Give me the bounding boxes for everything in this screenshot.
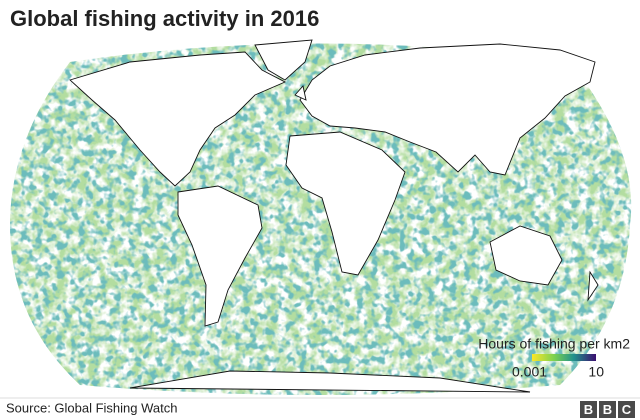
logo-letter: B [603, 402, 612, 417]
logo-box [618, 401, 635, 418]
logo-box [580, 401, 597, 418]
logo-letter: C [622, 402, 632, 417]
logo-letter: B [584, 402, 593, 417]
land [69, 39, 599, 393]
legend-min: 0.001 [512, 364, 547, 380]
title: Global fishing activity in 2016 [10, 6, 319, 31]
source: Source: Global Fishing Watch [6, 400, 177, 415]
legend-title: Hours of fishing per km2 [478, 336, 630, 352]
legend-gradient [532, 354, 596, 361]
logo-box [599, 401, 616, 418]
legend-max: 10 [588, 364, 604, 380]
